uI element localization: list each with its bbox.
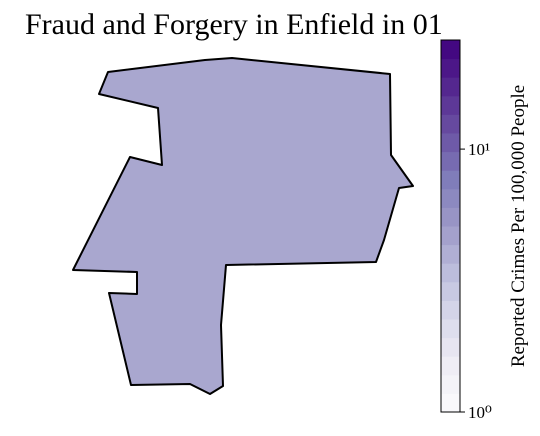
colorbar-band <box>441 226 460 246</box>
colorbar-band <box>441 263 460 283</box>
colorbar-band <box>441 151 460 171</box>
colorbar-band <box>441 374 460 394</box>
colorbar-frame <box>440 39 461 413</box>
colorbar-band <box>441 244 460 264</box>
region <box>72 57 414 395</box>
colorbar-band <box>441 77 460 97</box>
colorbar-tick-label: 10⁰ <box>468 403 492 422</box>
colorbar-band <box>441 356 460 376</box>
colorbar-band <box>441 58 460 78</box>
colorbar-band <box>441 40 460 60</box>
colorbar-band <box>441 133 460 153</box>
colorbar-band <box>441 300 460 320</box>
colorbar-tick-label: 10¹ <box>468 140 490 159</box>
chart-title: Fraud and Forgery in Enfield in 01 <box>25 8 443 41</box>
colorbar-band <box>441 188 460 208</box>
colorbar-band <box>441 170 460 190</box>
colorbar-band <box>441 337 460 357</box>
colorbar-band <box>441 281 460 301</box>
colorbar-band <box>441 319 460 339</box>
colorbar-band <box>441 95 460 115</box>
colorbar-band <box>441 393 460 413</box>
colorbar-band <box>441 114 460 134</box>
colorbar-label: Reported Crimes Per 100,000 People <box>508 85 529 367</box>
colorbar-band <box>441 207 460 227</box>
